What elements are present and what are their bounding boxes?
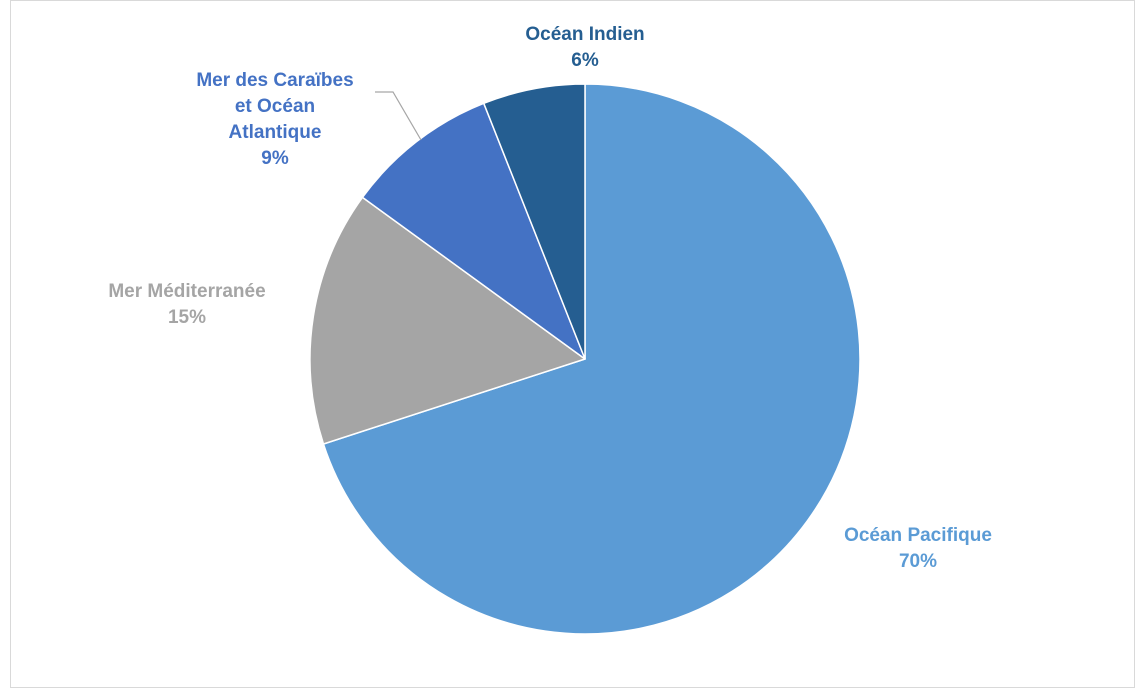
data-label-category: Mer Méditerranée bbox=[108, 281, 265, 302]
data-label-category: Océan Pacifique bbox=[844, 525, 992, 546]
pie-slice-ocean-pacifique[interactable] bbox=[322, 83, 861, 635]
data-label-ocean-pacifique: Océan Pacifique 70% bbox=[844, 525, 992, 572]
pie-slices bbox=[309, 83, 861, 635]
data-label-category: Mer des Caraïbes bbox=[196, 70, 353, 91]
data-label-category: et Océan bbox=[235, 96, 315, 117]
pie-slice-mer-mediterranee[interactable] bbox=[309, 196, 586, 445]
data-label-ocean-indien: Océan Indien 6% bbox=[525, 24, 644, 71]
data-label-mer-des-caraibes-et-ocean-atlantique: Mer des Caraïbes et Océan Atlantique 9% bbox=[196, 70, 353, 169]
data-label-category: Atlantique bbox=[229, 122, 322, 143]
data-label-category: Océan Indien bbox=[525, 24, 644, 45]
pie-slice-ocean-indien[interactable] bbox=[483, 83, 586, 360]
leader-line bbox=[375, 91, 422, 141]
data-label-percent: 6% bbox=[571, 50, 599, 71]
data-label-percent: 15% bbox=[168, 307, 206, 328]
data-label-mer-mediterranee: Mer Méditerranée 15% bbox=[108, 281, 265, 328]
data-label-percent: 70% bbox=[899, 551, 937, 572]
pie-slice-mer-des-caraibes-et-ocean-atlantique[interactable] bbox=[361, 102, 586, 360]
data-label-percent: 9% bbox=[261, 148, 289, 169]
